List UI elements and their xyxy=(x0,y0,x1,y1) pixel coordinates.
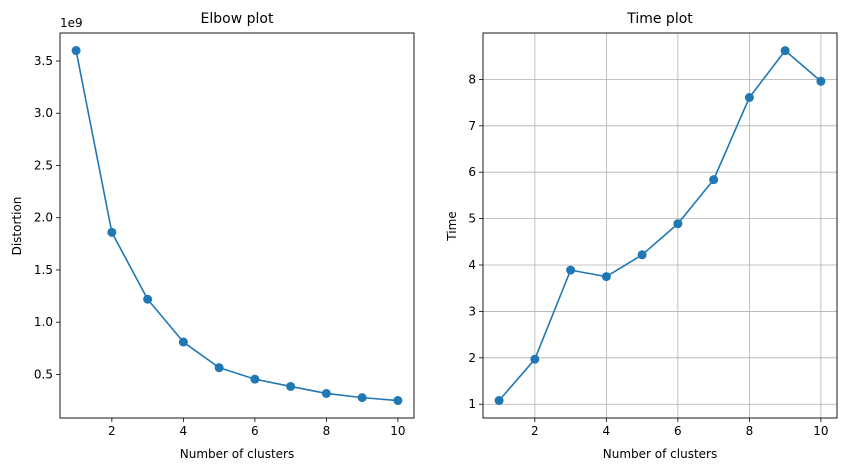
elbow-plot-xtick-label-3: 8 xyxy=(323,424,331,438)
elbow-plot-xtick-label-2: 6 xyxy=(251,424,259,438)
time-plot-xtick-label-4: 10 xyxy=(813,424,828,438)
elbow-plot-ytick-label-3: 2.0 xyxy=(34,211,53,225)
time-plot-point-3 xyxy=(601,272,611,282)
elbow-plot-point-5 xyxy=(250,374,260,384)
time-plot-point-8 xyxy=(780,46,790,56)
time-plot-frame xyxy=(482,32,838,419)
elbow-plot-xlabel: Number of clusters xyxy=(180,447,294,461)
elbow-plot-point-0 xyxy=(71,46,81,56)
elbow-plot-axes: Elbow plot Number of clusters Distortion… xyxy=(10,11,415,461)
elbow-plot-title: Elbow plot xyxy=(201,11,274,27)
time-plot-title: Time plot xyxy=(626,11,693,27)
time-plot-xtick-label-0: 2 xyxy=(531,424,539,438)
time-plot-point-9 xyxy=(816,76,826,86)
elbow-plot-point-1 xyxy=(107,227,117,237)
time-plot-axes: Time plot Number of clusters Time 2 4 6 8 10… xyxy=(445,11,838,461)
elbow-plot-xtick-label-0: 2 xyxy=(108,424,116,438)
time-plot-ytick-label-7: 8 xyxy=(468,72,476,86)
time-plot-point-1 xyxy=(530,354,540,364)
elbow-plot-ytick-label-1: 1.0 xyxy=(34,315,53,329)
elbow-plot-xtick-label-4: 10 xyxy=(390,424,405,438)
elbow-plot-ytick-label-4: 2.5 xyxy=(34,158,53,172)
elbow-plot-point-7 xyxy=(321,388,331,398)
elbow-plot-point-8 xyxy=(357,393,367,403)
time-plot-point-2 xyxy=(566,265,576,275)
time-plot-point-6 xyxy=(709,175,719,185)
elbow-plot-point-4 xyxy=(214,363,224,373)
time-plot-ytick-label-1: 2 xyxy=(468,351,476,365)
elbow-plot-frame xyxy=(59,32,415,419)
elbow-plot-point-2 xyxy=(143,294,153,304)
time-plot-xlabel: Number of clusters xyxy=(603,447,717,461)
time-plot-ylabel: Time xyxy=(445,211,459,241)
time-plot-xtick-label-3: 8 xyxy=(746,424,754,438)
time-plot-point-7 xyxy=(744,92,754,102)
time-plot-ytick-label-4: 5 xyxy=(468,212,476,226)
elbow-plot-ytick-label-5: 3.0 xyxy=(34,106,53,120)
elbow-plot-ylabel: Distortion xyxy=(10,197,24,256)
elbow-plot-xtick-label-1: 4 xyxy=(180,424,188,438)
time-plot-ytick-label-3: 4 xyxy=(468,258,476,272)
time-plot-ytick-label-0: 1 xyxy=(468,397,476,411)
elbow-plot-point-6 xyxy=(286,381,296,391)
time-plot-point-4 xyxy=(637,250,647,260)
elbow-plot-point-3 xyxy=(178,337,188,347)
elbow-plot-ytick-label-6: 3.5 xyxy=(34,54,53,68)
elbow-plot-ytick-label-2: 1.5 xyxy=(34,263,53,277)
elbow-plot-point-9 xyxy=(393,396,403,406)
time-plot-ytick-label-2: 3 xyxy=(468,304,476,318)
time-plot-xtick-label-2: 6 xyxy=(674,424,682,438)
time-plot-xtick-label-1: 4 xyxy=(603,424,611,438)
time-plot-ytick-label-5: 6 xyxy=(468,165,476,179)
time-plot-series-line-0 xyxy=(498,49,822,402)
elbow-plot-offset-label: 1e9 xyxy=(60,16,83,30)
elbow-plot-series-line-0 xyxy=(75,50,398,402)
elbow-plot-ytick-label-0: 0.5 xyxy=(34,367,53,381)
time-plot-point-5 xyxy=(673,219,683,229)
time-plot-point-0 xyxy=(494,396,504,406)
time-plot-ytick-label-6: 7 xyxy=(468,119,476,133)
